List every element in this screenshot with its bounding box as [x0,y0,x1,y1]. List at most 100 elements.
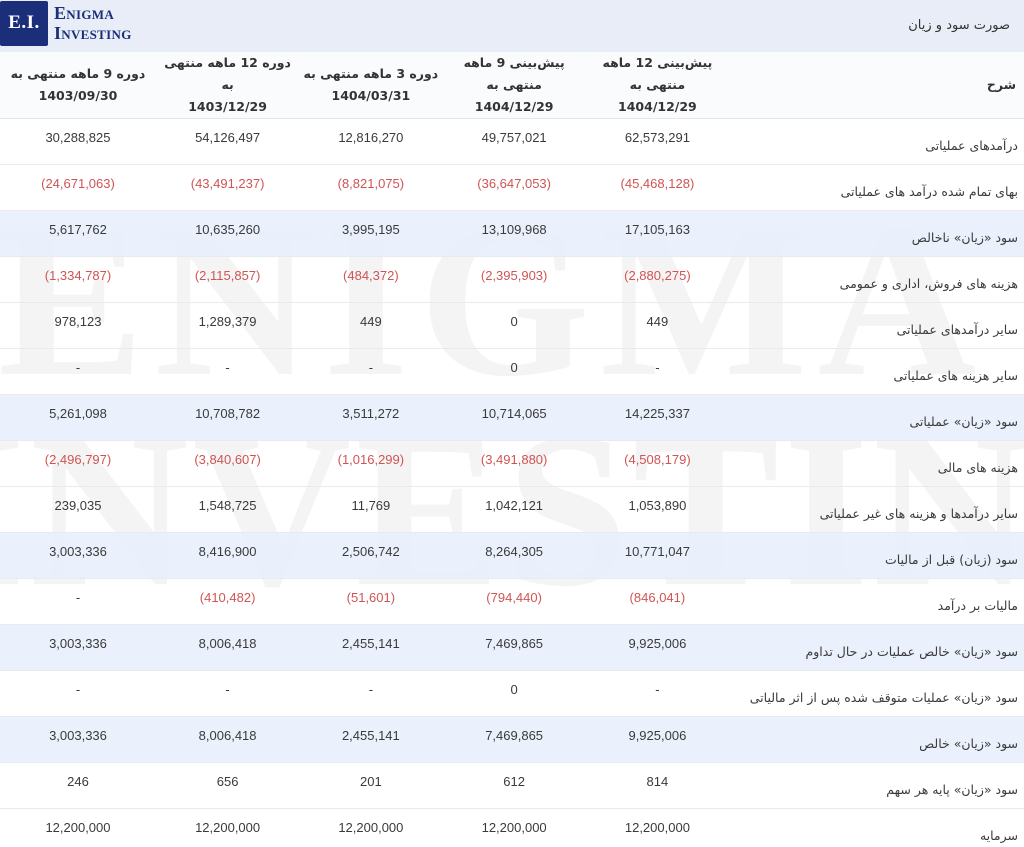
cell-value: - [655,360,660,375]
row-label: سود «زیان» پایه هر سهم [886,782,1018,797]
cell-value: 5,617,762 [49,222,107,237]
cell-value: (8,821,075) [337,176,405,191]
cell-value: 8,264,305 [485,544,544,559]
cell-value: - [225,360,230,375]
cell-value: (2,115,857) [194,268,261,283]
cell-value: 656 [216,774,239,789]
cell-value: 14,225,337 [624,406,690,421]
report-title: صورت سود و زیان [908,18,1010,33]
cell-value: 62,573,291 [624,130,690,145]
row-label: سایر هزینه های عملیاتی [893,368,1018,383]
cell-value: 10,771,047 [624,544,690,559]
column-header: دوره 12 ماهه منتهی به 1403/12/29 [155,52,300,119]
cell-value: (794,440) [486,590,542,605]
cell-value: (2,880,275) [624,268,691,283]
cell-value: 11,769 [351,498,391,513]
cell-value: 12,200,000 [45,820,111,835]
column-title: دوره 12 ماهه منتهی به [164,55,291,92]
table-row: هزینه های فروش، اداری و عمومی (2,880,275)… [0,257,1024,303]
row-label: درآمدهای عملیاتی [925,138,1018,153]
table-row: سایر درآمدهای عملیاتی 449 0 449 1,289,379 978… [0,303,1024,349]
logo-wordmark: Enigma Investing [54,3,132,43]
cell-value: 17,105,163 [624,222,690,237]
cell-value: 54,126,497 [195,130,261,145]
cell-value: 239,035 [54,498,102,513]
cell-value: 0 [510,682,518,697]
enigma-investing-logo: E.I. Enigma Investing [0,0,132,46]
cell-value: 9,925,006 [628,728,687,743]
cell-value: 1,548,725 [198,498,257,513]
column-header: پیش‌بینی 9 ماهه منتهی به 1404/12/29 [442,52,586,119]
cell-value: - [368,360,374,375]
cell-value: 2,455,141 [341,728,400,743]
row-label: سایر درآمدها و هزینه های غیر عملیاتی [819,506,1018,521]
cell-value: 1,053,890 [628,498,687,513]
table-row: هزینه های مالی (4,508,179) (3,491,880) (1,0… [0,441,1024,487]
cell-value: 201 [360,774,382,789]
table-row: سود «زیان» ناخالص 17,105,163 13,109,968 3,9… [0,210,1024,257]
cell-value: 5,261,098 [49,406,107,421]
cell-value: (4,508,179) [624,452,691,467]
table-row: بهای تمام شده درآمد های عملیاتی (45,468,1… [0,165,1024,211]
cell-value: 10,635,260 [195,222,261,237]
cell-value: - [75,590,81,605]
cell-value: 13,109,968 [481,222,547,237]
column-date: 1403/12/29 [188,99,267,114]
cell-value: (484,372) [343,268,399,283]
cell-value: 449 [646,314,669,329]
cell-value: - [75,360,81,375]
cell-value: 3,995,195 [341,222,400,237]
cell-value: - [368,682,374,697]
row-label: سود (زیان) قبل از مالیات [884,552,1018,567]
column-title: دوره 3 ماهه منتهی به [303,66,439,81]
row-label: سایر درآمدهای عملیاتی [896,322,1018,337]
table-row: سود «زیان» عملیاتی 14,225,337 10,714,065 3,… [0,394,1024,441]
cell-value: 978,123 [54,314,102,329]
column-header: پیش‌بینی 12 ماهه منتهی به 1404/12/29 [585,52,730,119]
table-row: سایر هزینه های عملیاتی - 0 - - - [0,349,1024,395]
cell-value: 3,003,336 [49,544,107,559]
cell-value: 8,006,418 [198,728,257,743]
column-title: پیش‌بینی 9 ماهه منتهی به [463,55,565,92]
cell-value: 7,469,865 [485,728,544,743]
cell-value: 8,006,418 [198,636,257,651]
cell-value: (846,041) [629,590,686,605]
table-row: سود (زیان) قبل از مالیات 10,771,047 8,264,… [0,532,1024,579]
cell-value: 2,455,141 [341,636,400,651]
column-date: 1404/03/31 [331,88,411,103]
cell-value: 0 [510,314,518,329]
column-title: پیش‌بینی 12 ماهه منتهی به [602,55,713,92]
table-header-row: شرح پیش‌بینی 12 ماهه منتهی به 1404/12/29 … [0,52,1024,119]
column-title: دوره 9 ماهه منتهی به [10,66,146,81]
cell-value: (36,647,053) [477,176,552,191]
logo-mark: E.I. [0,0,48,46]
table-row: سود «زیان» خالص عملیات در حال تداوم 9,925… [0,624,1024,671]
cell-value: - [75,682,81,697]
cell-value: 12,200,000 [481,820,547,835]
column-date: 1404/12/29 [474,99,554,114]
column-date: 1403/09/30 [38,88,118,103]
cell-value: 0 [510,360,518,375]
cell-value: 7,469,865 [485,636,544,651]
cell-value: (51,601) [346,590,396,605]
table-row: سایر درآمدها و هزینه های غیر عملیاتی 1,05… [0,487,1024,533]
cell-value: 612 [503,774,525,789]
row-label: سود «زیان» خالص عملیات در حال تداوم [805,644,1018,659]
logo-line-2: Investing [54,23,132,43]
cell-value: 10,708,782 [195,406,261,421]
cell-value: 30,288,825 [45,130,111,145]
income-statement-table: شرح پیش‌بینی 12 ماهه منتهی به 1404/12/29 … [0,52,1024,847]
top-bar: E.I. Enigma Investing صورت سود و زیان [0,0,1024,52]
cell-value: 12,200,000 [338,820,404,835]
cell-value: 10,714,065 [481,406,547,421]
cell-value: 1,042,121 [485,498,544,513]
row-label: هزینه های مالی [937,460,1018,475]
logo-line-1: Enigma [54,3,115,23]
cell-value: 3,003,336 [49,636,107,651]
cell-value: (3,491,880) [480,452,548,467]
column-header-description: شرح [729,52,1024,119]
cell-value: 2,506,742 [341,544,400,559]
cell-value: (1,016,299) [337,452,405,467]
cell-value: - [655,682,660,697]
table-row: سود «زیان» عملیات متوقف شده پس از اثر ما… [0,671,1024,717]
